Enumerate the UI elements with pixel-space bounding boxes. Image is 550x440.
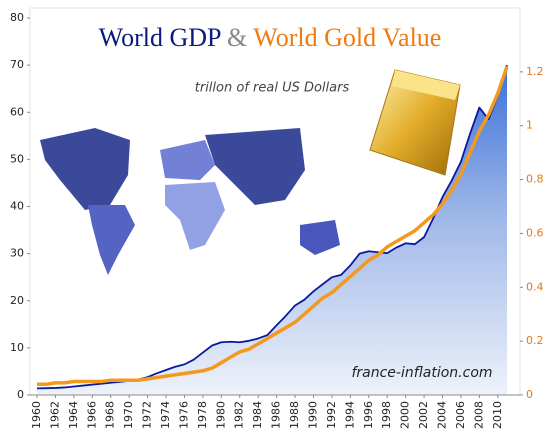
y-tick-label: 80 [10, 11, 24, 24]
x-tick-label: 1960 [30, 401, 43, 429]
x-tick-label: 1962 [48, 401, 61, 429]
x-tick-label: 2004 [435, 401, 448, 429]
x-tick-label: 1978 [196, 401, 209, 429]
x-tick-label: 1972 [141, 401, 154, 429]
y-tick-label: 40 [10, 200, 24, 213]
x-tick-label: 1964 [67, 401, 80, 429]
y-tick-label: 30 [10, 247, 24, 260]
x-tick-label: 1984 [251, 401, 264, 429]
x-tick-label: 2006 [454, 401, 467, 429]
x-tick-label: 2008 [472, 401, 485, 429]
y-tick-label: 10 [10, 341, 24, 354]
x-tick-label: 1982 [233, 401, 246, 429]
x-tick-label: 1974 [159, 401, 172, 429]
x-tick-label: 1968 [104, 401, 117, 429]
x-tick-label: 1990 [306, 401, 319, 429]
gdp-line [36, 64, 508, 390]
title-part: World GDP [99, 23, 221, 52]
title-part: & [227, 23, 247, 52]
x-tick-label: 1970 [122, 401, 135, 429]
y2-tick-label: 1.2 [526, 65, 544, 78]
x-tick-label: 1988 [288, 401, 301, 429]
gold-line [37, 65, 509, 386]
x-tick-label: 1976 [177, 401, 190, 429]
y2-tick-label: 0.6 [526, 226, 544, 239]
y-tick-label: 70 [10, 58, 24, 71]
y2-tick-label: 0 [526, 388, 533, 401]
y2-tick-label: 0.2 [526, 334, 544, 347]
x-tick-label: 1998 [380, 401, 393, 429]
x-tick-label: 1996 [362, 401, 375, 429]
x-tick-label: 2010 [491, 401, 504, 429]
y2-tick-label: 0.8 [526, 173, 544, 186]
y-tick-label: 0 [17, 388, 24, 401]
x-tick-label: 1980 [214, 401, 227, 429]
world-map [40, 128, 340, 275]
title-part: World Gold Value [253, 23, 441, 52]
gold-bar [369, 69, 461, 176]
x-tick-label: 1992 [325, 401, 338, 429]
subtitle: trillon of real US Dollars [195, 81, 350, 96]
y-tick-label: 20 [10, 294, 24, 307]
x-tick-label: 2002 [417, 401, 430, 429]
x-tick-label: 1994 [343, 401, 356, 429]
x-tick-label: 1986 [270, 401, 283, 429]
y2-tick-label: 0.4 [526, 280, 544, 293]
gdp-area [37, 65, 507, 395]
y-tick-label: 60 [10, 105, 24, 118]
y-tick-label: 50 [10, 152, 24, 165]
annotation: france-inflation.com [351, 365, 492, 381]
y2-tick-label: 1 [526, 119, 533, 132]
chart-title: World GDP & World Gold Value [99, 23, 442, 52]
x-tick-label: 1966 [85, 401, 98, 429]
x-tick-label: 2000 [399, 401, 412, 429]
